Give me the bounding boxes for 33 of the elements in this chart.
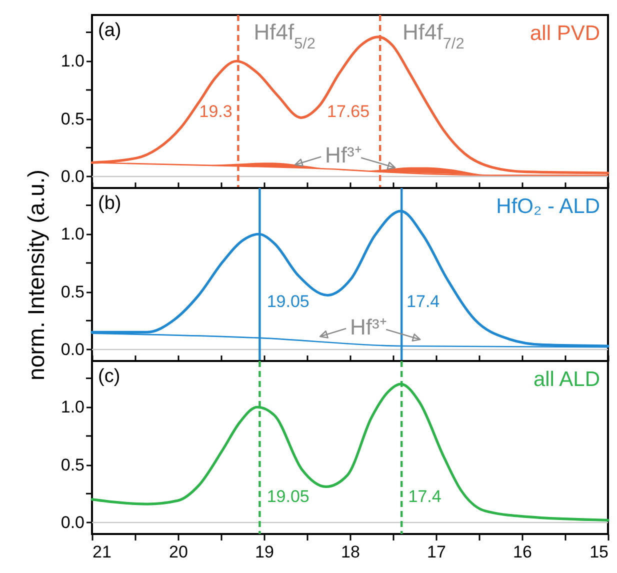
- y-tick-label: 1.0: [60, 224, 84, 244]
- y-tick-label: 1.0: [60, 52, 84, 71]
- annotation: Hf³⁺: [350, 314, 386, 340]
- x-tick-label: 16: [513, 542, 532, 562]
- text: HfO₂ - ALD: [496, 195, 600, 218]
- annotation: 17.4: [408, 487, 442, 506]
- y-tick-label: 0.5: [60, 109, 84, 128]
- chart-title: (c): [98, 366, 120, 387]
- annotation: 19.05: [266, 292, 310, 312]
- y-tick-label: 0.0: [60, 340, 84, 359]
- y-tick-label: 0.0: [60, 512, 84, 532]
- x-tick-label: 15: [590, 542, 608, 562]
- annotation: 17.4: [406, 292, 440, 312]
- annotation: 17.65: [327, 102, 370, 121]
- y-tick-label: 0.0: [60, 166, 84, 186]
- x-tick-label: 17: [427, 542, 446, 562]
- annotation: Hf4f$_{5/2}$: [254, 19, 316, 52]
- annotation: 19.3: [199, 102, 232, 121]
- text: all PVD: [530, 22, 600, 45]
- y-tick-label: 1.0: [60, 398, 84, 417]
- x-tick-label: 19: [255, 542, 274, 562]
- chart-title: (b): [98, 193, 122, 214]
- y-axis-title: norm. Intensity (a.u.): [22, 170, 49, 380]
- chart-title: (a): [98, 20, 122, 41]
- annotation: Hf³⁺: [324, 142, 362, 168]
- y-tick-label: 0.5: [60, 282, 84, 302]
- x-tick-label: 18: [341, 542, 360, 562]
- annotation: 19.05: [266, 487, 310, 506]
- annotation: Hf4f$_{7/2}$: [402, 19, 464, 52]
- text: all ALD: [533, 368, 600, 391]
- x-tick-label: 20: [169, 542, 188, 562]
- x-tick-label: 21: [92, 542, 112, 562]
- y-tick-label: 0.5: [60, 455, 84, 474]
